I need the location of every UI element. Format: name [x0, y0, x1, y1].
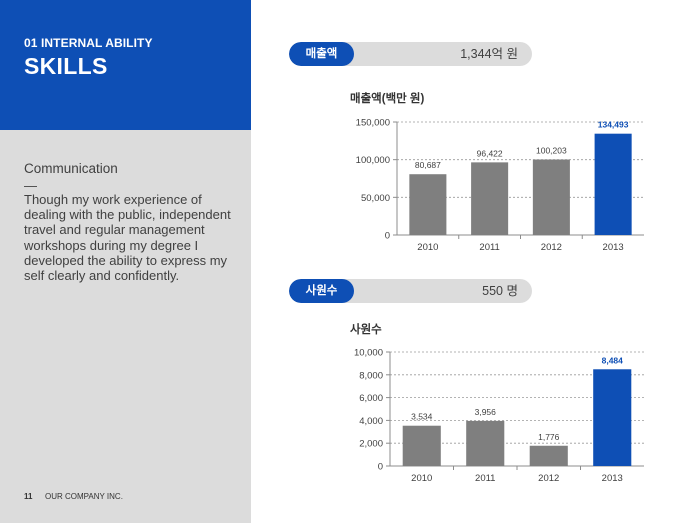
bar [532, 159, 570, 235]
bar-value-label: 80,687 [415, 160, 441, 170]
x-category-label: 2011 [475, 473, 495, 484]
heading-divider: — [24, 178, 37, 193]
bar-value-label: 3,956 [475, 407, 497, 417]
revenue-metric-value: 1,344억 원 [460, 47, 518, 61]
employees-metric-bar: 사원수 550 명 [289, 279, 532, 303]
y-tick-label: 6,000 [359, 393, 383, 404]
x-category-label: 2012 [538, 473, 559, 484]
x-category-label: 2011 [479, 242, 499, 253]
x-category-label: 2010 [417, 242, 438, 253]
y-tick-label: 10,000 [354, 348, 383, 359]
bar-value-label: 1,776 [538, 432, 560, 442]
bar-value-label: 134,493 [598, 120, 629, 130]
x-category-label: 2013 [602, 473, 623, 484]
y-tick-label: 4,000 [359, 416, 383, 427]
header-block: 01 INTERNAL ABILITY SKILLS [0, 0, 251, 130]
x-category-label: 2013 [603, 242, 624, 253]
section-label: 01 INTERNAL ABILITY [24, 36, 153, 50]
content-heading: Communication [24, 161, 118, 176]
y-tick-label: 50,000 [361, 193, 390, 204]
employees-metric-value: 550 명 [482, 284, 518, 298]
bar [402, 425, 441, 466]
bar-value-label: 100,203 [536, 146, 567, 156]
y-tick-label: 150,000 [356, 118, 390, 129]
page-number: 11 [24, 492, 33, 501]
revenue-metric-bar: 매출액 1,344억 원 [289, 42, 532, 66]
revenue-metric-label: 매출액 [289, 42, 354, 66]
bar [593, 369, 632, 466]
content-body: Though my work experience of dealing wit… [24, 192, 231, 284]
bar-value-label: 96,422 [477, 148, 503, 158]
y-tick-label: 0 [378, 462, 383, 473]
page-title: SKILLS [24, 53, 108, 79]
bar [409, 174, 447, 235]
bar [529, 445, 568, 466]
employees-chart-title: 사원수 [350, 324, 382, 336]
bar [471, 162, 509, 235]
company-name: OUR COMPANY INC. [45, 492, 123, 501]
bar-value-label: 8,484 [602, 355, 624, 365]
bar [466, 420, 505, 466]
x-category-label: 2010 [411, 473, 432, 484]
x-category-label: 2012 [541, 242, 562, 253]
y-tick-label: 8,000 [359, 370, 383, 381]
revenue-chart-title: 매출액(백만 원) [350, 93, 425, 105]
y-tick-label: 0 [385, 231, 390, 242]
revenue-bar-chart: 0 50,000 100,000 150,000 80,687 2010 96,422 201… [356, 118, 644, 253]
employees-metric-label: 사원수 [289, 279, 354, 303]
y-tick-label: 100,000 [356, 155, 390, 166]
bar-value-label: 3,534 [411, 412, 433, 422]
bar [594, 133, 632, 235]
y-tick-label: 2,000 [359, 439, 383, 450]
employees-bar-chart: 0 2,000 4,000 6,000 8,000 10,000 3,534 2010 3,95… [354, 348, 644, 484]
